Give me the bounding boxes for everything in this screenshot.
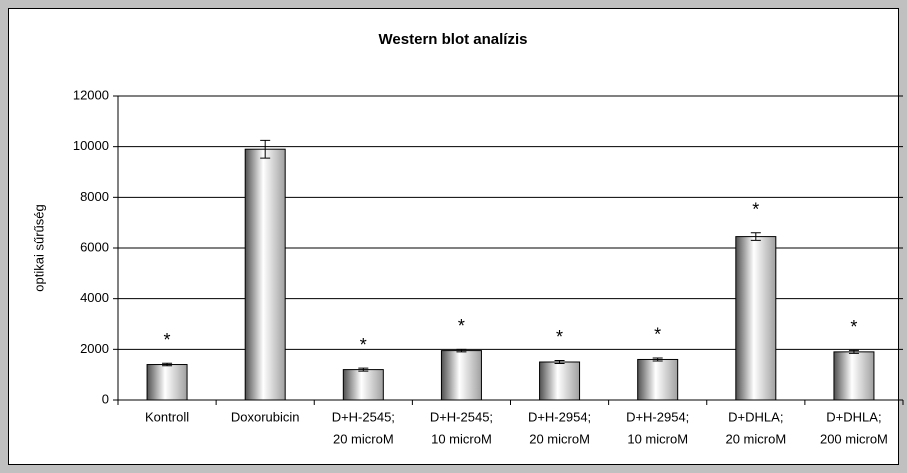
x-tick-label: D+H-2545; [430,409,493,424]
x-tick-label: 10 microM [431,431,492,446]
bar [833,351,875,401]
annotation: * [654,325,661,345]
x-tick-label: 200 microM [820,431,888,446]
y-tick-label: 0 [102,391,109,406]
error-bar [358,367,369,372]
error-bar [260,139,271,159]
annotation: * [360,335,367,355]
bar [440,350,482,401]
bar [637,358,679,401]
annotation: * [458,316,465,336]
x-tick-label: D+H-2954; [626,409,689,424]
bar [539,361,581,401]
y-tick-label: 2000 [80,341,109,356]
error-bar [848,349,859,354]
bar [342,369,384,401]
bar [146,364,188,401]
y-tick-label: 12000 [73,87,109,102]
x-tick-label: 20 microM [725,431,786,446]
x-tick-label: D+DHLA; [728,409,783,424]
annotation: * [556,327,563,347]
x-tick-label: D+DHLA; [826,409,881,424]
x-tick-label: D+H-2545; [332,409,395,424]
annotation: * [164,330,171,350]
chart-title: Western blot analízis [379,31,528,48]
y-tick-label: 6000 [80,239,109,254]
y-tick-label: 8000 [80,189,109,204]
y-axis-label: optikai sűrűség [31,204,46,291]
x-tick-label: 20 microM [529,431,590,446]
bar [244,148,286,401]
x-tick-label: D+H-2954; [528,409,591,424]
annotation: * [752,200,759,220]
x-tick-label: Doxorubicin [231,409,300,424]
x-tick-label: 20 microM [333,431,394,446]
x-tick-label: Kontroll [145,409,189,424]
error-bar [456,348,467,353]
error-bar [750,232,761,241]
annotation: * [850,317,857,337]
y-tick-label: 10000 [73,138,109,153]
error-bar [652,357,663,362]
bar [735,236,777,401]
x-tick-label: 10 microM [627,431,688,446]
error-bar [554,359,565,365]
error-bar [162,362,173,367]
y-tick-label: 4000 [80,290,109,305]
